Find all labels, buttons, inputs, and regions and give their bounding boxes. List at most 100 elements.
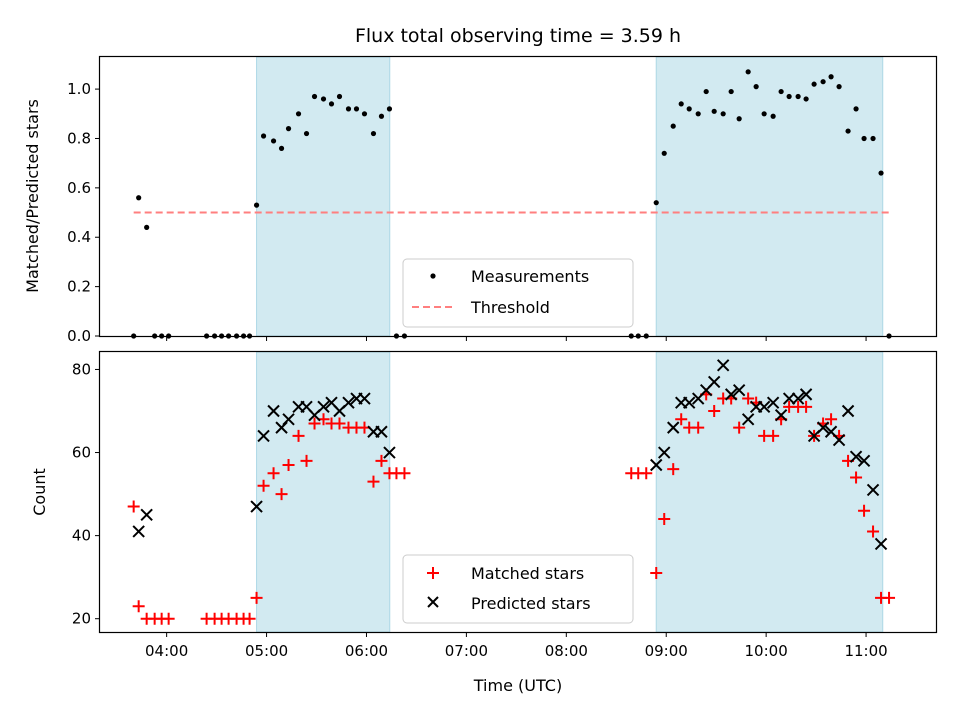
measurement-point — [670, 123, 676, 129]
measurement-point — [303, 130, 310, 137]
predicted-star-point — [707, 375, 721, 389]
measurement-point — [144, 224, 150, 230]
count-panel-frame — [98, 350, 938, 634]
matched-star-point — [243, 612, 256, 625]
predicted-star-point — [658, 446, 671, 459]
measurement-point — [753, 84, 759, 90]
measurement-point — [828, 74, 834, 80]
predicted-star-point — [132, 525, 145, 538]
measurement-point — [370, 130, 377, 137]
measurement-point — [336, 93, 343, 100]
ratio-y-tick-label: 0.4 — [67, 228, 91, 246]
count-observing-band-0 — [256, 351, 391, 633]
matched-star-point — [250, 591, 263, 604]
predicted-star-point — [317, 400, 330, 414]
legend-measurements-label: Measurements — [471, 267, 589, 286]
matched-star-point — [282, 458, 295, 471]
predicted-star-point — [282, 413, 295, 426]
measurement-point — [811, 81, 817, 87]
x-tick-label: 04:00 — [145, 642, 188, 660]
matched-star-point — [742, 392, 755, 405]
x-tick-label: 10:00 — [745, 642, 788, 660]
legend-matched-marker — [427, 567, 439, 579]
measurement-point — [853, 106, 859, 112]
predicted-star-point — [841, 404, 855, 418]
measurement-point — [795, 93, 801, 100]
measurement-point — [361, 111, 368, 117]
measurement-point — [861, 135, 867, 142]
matched-star-point — [867, 525, 880, 538]
predicted-star-point — [774, 408, 788, 422]
matched-star-point — [132, 600, 145, 613]
measurement-point — [720, 111, 726, 117]
measurement-point — [761, 111, 767, 117]
matched-star-point — [692, 421, 705, 434]
measurement-point — [736, 116, 742, 122]
predicted-star-point — [375, 425, 388, 438]
measurement-point — [285, 126, 292, 132]
matched-star-point — [275, 488, 288, 501]
matched-star-point — [162, 612, 175, 625]
measurement-point — [378, 113, 385, 119]
count-y-axis-label: Count — [30, 468, 49, 516]
measurement-point — [728, 88, 734, 95]
ratio-y-tick-label: 1.0 — [67, 80, 91, 98]
measurement-point — [653, 200, 659, 206]
x-tick-label: 06:00 — [345, 642, 388, 660]
ratio-panel-frame — [98, 55, 938, 338]
ratio-legend: Measurements Threshold — [402, 258, 634, 328]
matched-star-point — [292, 429, 305, 442]
matched-star-point — [257, 479, 270, 492]
matched-star-point — [650, 567, 663, 580]
matched-star-point — [667, 463, 680, 476]
matched-star-point — [658, 513, 671, 526]
measurement-point — [711, 108, 717, 114]
count-y-tick-label: 20 — [72, 610, 91, 628]
measurement-point — [678, 101, 684, 107]
predicted-star-point — [650, 458, 663, 472]
ratio-y-tick-label: 0.6 — [67, 179, 91, 197]
predicted-star-point — [732, 384, 746, 397]
predicted-star-point — [250, 500, 263, 513]
predicted-star-point — [766, 396, 780, 409]
measurement-point — [695, 111, 701, 117]
predicted-star-point — [799, 388, 813, 401]
predicted-star-point — [257, 429, 270, 443]
count-legend-box — [402, 554, 634, 624]
predicted-star-point — [682, 396, 696, 409]
measurement-point — [328, 101, 335, 107]
ratio-y-axis-label: Matched/Predicted stars — [23, 99, 42, 293]
predicted-star-point — [866, 483, 880, 497]
legend-predicted-label: Predicted stars — [471, 594, 591, 613]
x-tick-label: 09:00 — [645, 642, 688, 660]
measurement-point — [260, 133, 267, 139]
ratio-panel: 0.0 0.2 0.4 0.6 0.8 1.0 Matched/Predicted sta… — [23, 55, 938, 345]
count-x-axis-label: Time (UTC) — [473, 676, 562, 695]
measurement-point — [353, 106, 360, 112]
predicted-star-point — [267, 404, 280, 418]
matched-star-point — [300, 454, 313, 467]
ratio-y-tick-label: 0.8 — [67, 129, 91, 147]
predicted-star-point — [857, 454, 871, 468]
predicted-star-point — [741, 413, 755, 426]
measurement-point — [778, 88, 784, 95]
predicted-star-point — [716, 359, 730, 372]
matched-star-point — [767, 429, 780, 442]
matched-star-point — [367, 475, 380, 488]
x-tick-label: 11:00 — [844, 642, 887, 660]
predicted-star-point — [342, 396, 355, 409]
measurement-point — [686, 106, 692, 112]
ratio-y-tick-label: 0.0 — [67, 327, 91, 345]
ratio-y-tick-label: 0.2 — [67, 278, 91, 296]
ratio-observing-band-1 — [655, 56, 884, 337]
measurement-point — [345, 106, 352, 112]
measurement-point — [661, 150, 667, 156]
count-y-tick-label: 60 — [72, 444, 91, 462]
matched-star-point — [883, 591, 896, 604]
matched-star-point — [398, 467, 411, 480]
chart-title: Flux total observing time = 3.59 h — [355, 25, 681, 47]
matched-star-point — [825, 413, 838, 426]
x-tick-label: 08:00 — [545, 642, 588, 660]
matched-star-point — [308, 417, 321, 430]
